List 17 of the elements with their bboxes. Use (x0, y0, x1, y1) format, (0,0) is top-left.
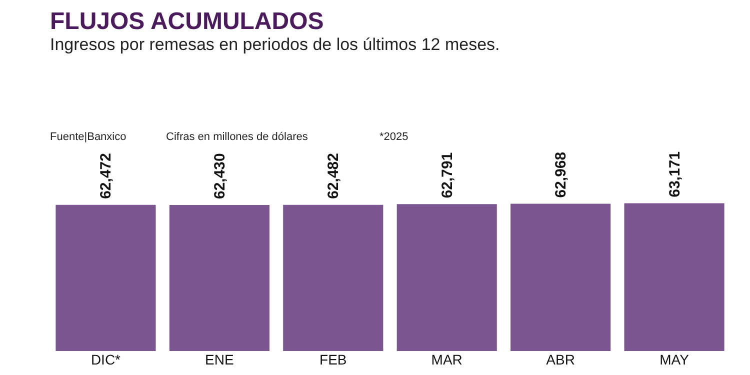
data-label: 62,791 (438, 152, 456, 198)
x-tick-label: ENE (205, 352, 234, 368)
data-label: 62,968 (552, 152, 570, 198)
data-label: 62,472 (98, 153, 115, 199)
data-label: 62,430 (211, 153, 228, 200)
source-note: Fuente|Banxico (50, 131, 126, 143)
chart-title: FLUJOS ACUMULADOS (50, 8, 324, 35)
data-label: 62,482 (325, 153, 342, 199)
x-tick-label: DIC* (90, 352, 122, 368)
chart-subtitle: Ingresos por remesas en periodos de los últimos 12 meses. (50, 35, 500, 54)
x-tick-label: MAY (660, 352, 690, 368)
x-tick-label: FEB (320, 352, 347, 368)
text: Cifras en millones de dólares (166, 131, 308, 143)
data-label: 63,171 (666, 151, 684, 198)
text: *2025 (380, 131, 408, 143)
x-tick-label: MAR (431, 352, 462, 368)
x-tick-label: ABR (546, 352, 575, 368)
